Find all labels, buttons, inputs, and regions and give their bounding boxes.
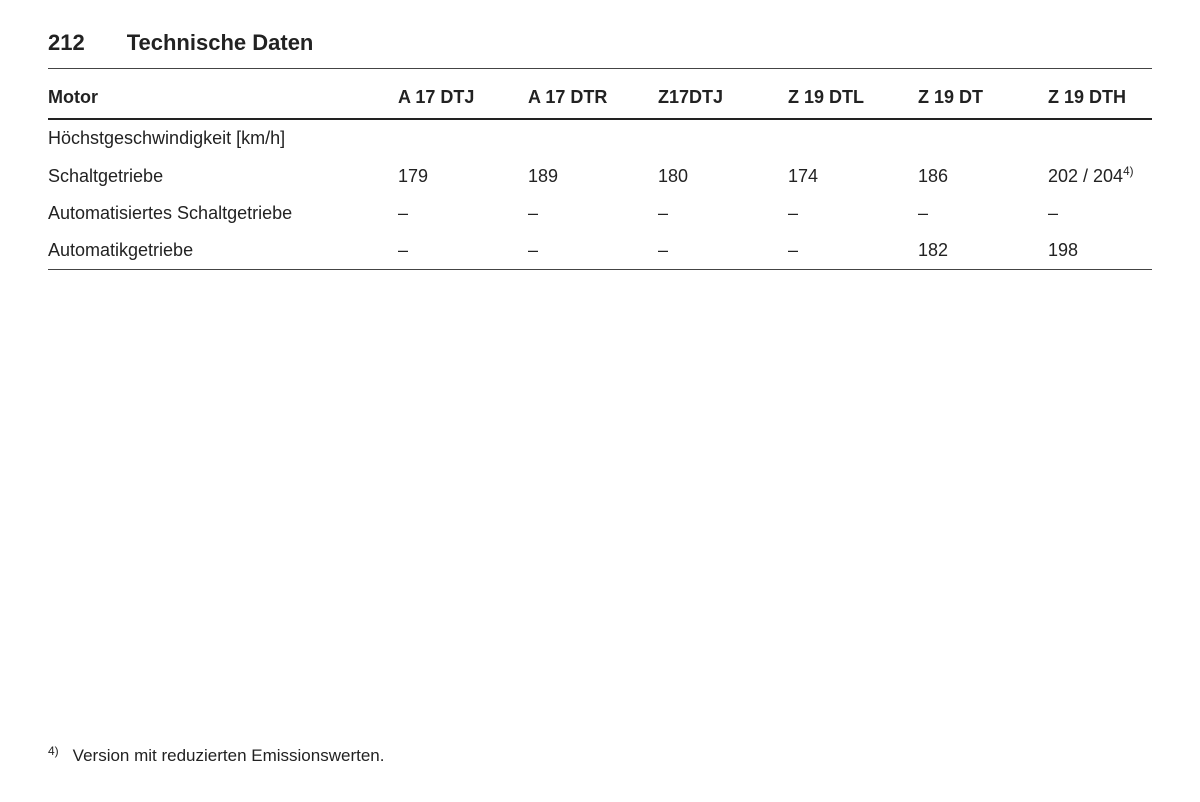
header-col-1: A 17 DTR bbox=[528, 87, 658, 119]
cell-value: 202 / 204 bbox=[1048, 166, 1123, 186]
page-number: 212 bbox=[48, 30, 85, 56]
header-col-3: Z 19 DTL bbox=[788, 87, 918, 119]
cell: 182 bbox=[918, 232, 1048, 270]
cell: – bbox=[658, 232, 788, 270]
header-rule bbox=[48, 68, 1152, 69]
cell: – bbox=[918, 195, 1048, 232]
row-label: Automatikgetriebe bbox=[48, 232, 398, 270]
header-col-4: Z 19 DT bbox=[918, 87, 1048, 119]
cell: – bbox=[788, 195, 918, 232]
header-col-5: Z 19 DTH bbox=[1048, 87, 1152, 119]
header-col-0: A 17 DTJ bbox=[398, 87, 528, 119]
table-header-row: Motor A 17 DTJ A 17 DTR Z17DTJ Z 19 DTL … bbox=[48, 87, 1152, 119]
data-table: Motor A 17 DTJ A 17 DTR Z17DTJ Z 19 DTL … bbox=[48, 87, 1152, 270]
row-label: Automatisiertes Schaltgetriebe bbox=[48, 195, 398, 232]
cell: 174 bbox=[788, 157, 918, 195]
cell: – bbox=[528, 195, 658, 232]
table-row: Automatikgetriebe – – – – 182 198 bbox=[48, 232, 1152, 270]
page-header: 212 Technische Daten bbox=[48, 30, 1152, 62]
cell: – bbox=[788, 232, 918, 270]
footnote-marker: 4) bbox=[48, 744, 59, 758]
footnote-ref: 4) bbox=[1123, 165, 1133, 178]
header-col-2: Z17DTJ bbox=[658, 87, 788, 119]
table-row: Schaltgetriebe 179 189 180 174 186 202 /… bbox=[48, 157, 1152, 195]
row-label: Schaltgetriebe bbox=[48, 157, 398, 195]
cell: 180 bbox=[658, 157, 788, 195]
page: 212 Technische Daten Motor A 17 DTJ A 17… bbox=[0, 0, 1200, 802]
section-row: Höchstgeschwindigkeit [km/h] bbox=[48, 119, 1152, 157]
cell: – bbox=[1048, 195, 1152, 232]
header-label: Motor bbox=[48, 87, 398, 119]
cell: 179 bbox=[398, 157, 528, 195]
cell: – bbox=[528, 232, 658, 270]
page-title: Technische Daten bbox=[127, 30, 314, 56]
cell: – bbox=[658, 195, 788, 232]
footnote: 4) Version mit reduzierten Emissionswert… bbox=[48, 746, 384, 766]
cell: – bbox=[398, 232, 528, 270]
table-row: Automatisiertes Schaltgetriebe – – – – –… bbox=[48, 195, 1152, 232]
cell: 198 bbox=[1048, 232, 1152, 270]
footnote-text: Version mit reduzierten Emissionswerten. bbox=[73, 746, 385, 766]
cell: 189 bbox=[528, 157, 658, 195]
section-label: Höchstgeschwindigkeit [km/h] bbox=[48, 119, 1152, 157]
cell: 202 / 2044) bbox=[1048, 157, 1152, 195]
cell: – bbox=[398, 195, 528, 232]
cell: 186 bbox=[918, 157, 1048, 195]
